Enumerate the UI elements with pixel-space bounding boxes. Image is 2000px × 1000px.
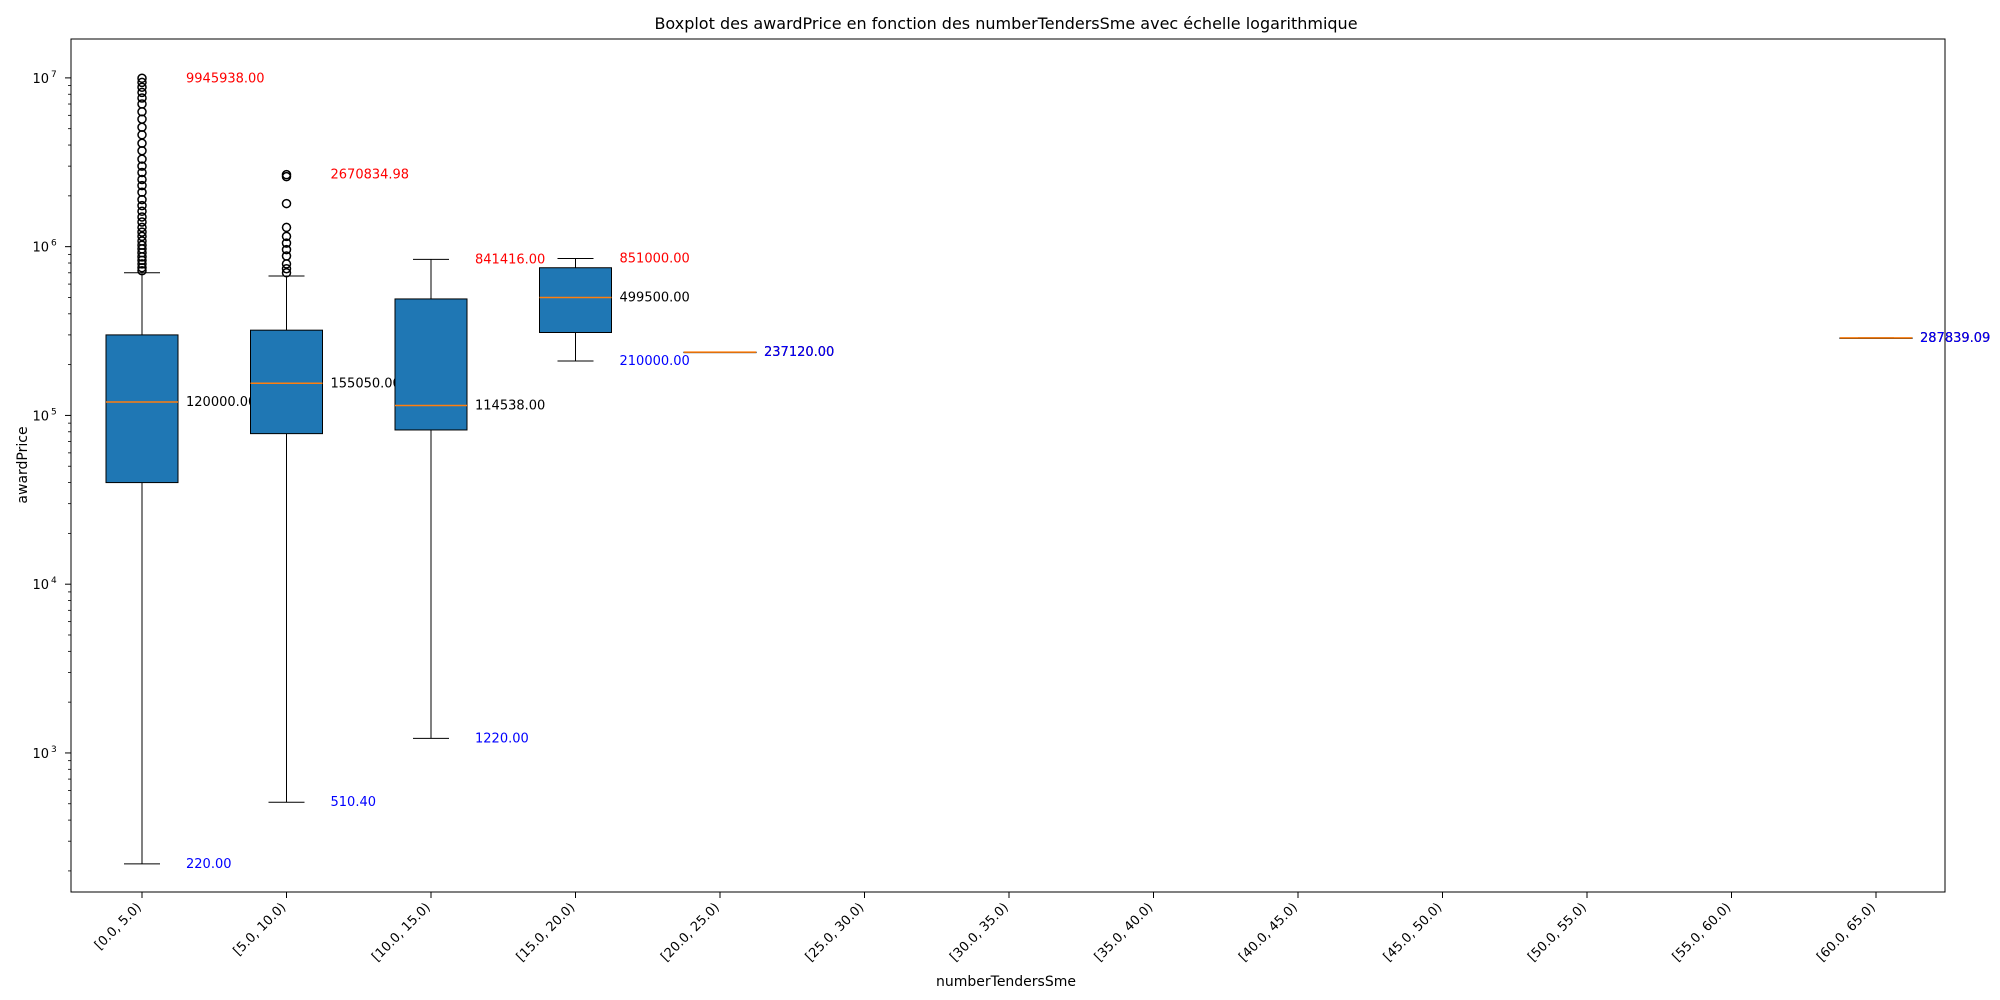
max-label: 237120.00 — [764, 345, 834, 360]
y-tick-label: 10 — [32, 578, 49, 593]
x-tick-label: [60.0, 65.0) — [1814, 900, 1879, 965]
median-label: 237120.00 — [764, 345, 834, 360]
outlier-point — [137, 130, 147, 140]
y-tick-label: 10 — [32, 72, 49, 87]
outlier-point — [137, 99, 147, 109]
y-tick-label: 10 — [32, 409, 49, 424]
outlier-point — [281, 251, 292, 261]
box-group: 9945938.00 120000.00 220.00 — [105, 71, 265, 872]
outlier-point — [137, 227, 147, 237]
outlier-point — [137, 259, 147, 269]
x-tick-label: [45.0, 50.0) — [1381, 900, 1446, 965]
outlier-point — [281, 244, 292, 255]
outlier-point — [137, 77, 147, 88]
outlier-point — [137, 231, 147, 242]
min-label: 287839.09 — [1920, 331, 1990, 346]
box — [250, 329, 323, 435]
x-tick-label: [15.0, 20.0) — [514, 900, 579, 965]
outlier-point — [137, 122, 147, 132]
y-tick-label: 10 — [32, 747, 49, 762]
outlier-point — [281, 222, 292, 233]
median-label: 120000.00 — [186, 395, 256, 410]
max-label: 841416.00 — [475, 252, 545, 267]
y-axis-label: awardPrice — [15, 426, 31, 503]
outlier-point — [137, 206, 147, 217]
median-label: 114538.00 — [475, 398, 545, 413]
y-tick-label-exponent: 6 — [51, 239, 57, 249]
x-tick-label: [0.0, 5.0) — [92, 900, 145, 953]
y-tick-label-exponent: 7 — [51, 70, 57, 80]
y-tick-label-exponent: 3 — [51, 745, 57, 755]
median-label: 287839.09 — [1920, 331, 1990, 346]
max-label: 2670834.98 — [331, 168, 410, 183]
outlier-point — [137, 174, 147, 185]
outlier-point — [137, 217, 147, 227]
x-tick-label: [10.0, 15.0) — [369, 900, 434, 965]
outlier-point — [137, 180, 147, 191]
x-tick-label: [50.0, 55.0) — [1525, 900, 1590, 965]
outlier-point — [137, 222, 147, 233]
outlier-point — [281, 231, 292, 242]
outlier-point — [281, 268, 292, 278]
x-tick-label: [5.0, 10.0) — [231, 900, 290, 959]
outlier-point — [137, 167, 147, 178]
x-tick-label: [55.0, 60.0) — [1670, 900, 1735, 965]
box-group: 841416.00 114538.00 1220.00 — [394, 252, 545, 746]
chart-title: Boxplot des awardPrice en fonction des n… — [654, 14, 1357, 33]
outlier-point — [137, 87, 147, 98]
max-label: 9945938.00 — [186, 71, 265, 86]
outlier-point — [137, 93, 147, 103]
outlier-point — [281, 169, 292, 180]
outlier-point — [281, 198, 292, 209]
plot-area: 9945938.00 120000.00 220.00 2670834.98 15505… — [105, 71, 1990, 872]
y-tick-label-exponent: 5 — [51, 407, 57, 417]
box — [539, 267, 612, 333]
box — [394, 298, 468, 431]
outlier-point — [137, 82, 147, 93]
y-tick-label: 10 — [32, 241, 49, 256]
outlier-point — [281, 238, 292, 248]
outlier-point — [137, 212, 147, 222]
outlier-point — [137, 236, 147, 246]
box-group: 851000.00 499500.00 210000.00 — [539, 251, 690, 369]
min-label: 220.00 — [186, 857, 232, 872]
median-label: 155050.00 — [331, 376, 401, 391]
x-tick-label: [30.0, 35.0) — [947, 900, 1012, 965]
min-label: 1220.00 — [475, 731, 529, 746]
outlier-point — [137, 240, 147, 250]
y-tick-label-exponent: 4 — [51, 576, 57, 586]
outlier-point — [137, 265, 147, 276]
outlier-point — [281, 263, 292, 274]
outlier-point — [137, 73, 147, 84]
outlier-point — [137, 187, 147, 198]
x-tick-label: [35.0, 40.0) — [1092, 900, 1157, 965]
min-label: 510.40 — [331, 795, 377, 810]
median-label: 499500.00 — [620, 291, 690, 306]
outlier-point — [281, 259, 292, 269]
min-label: 210000.00 — [620, 354, 690, 369]
x-tick-label: [40.0, 45.0) — [1236, 900, 1301, 965]
plot-frame — [70, 38, 1946, 893]
x-axis-label: numberTendersSme — [936, 974, 1076, 990]
outlier-point — [137, 200, 147, 211]
x-axis: [0.0, 5.0) [5.0, 10.0) [10.0, 15.0) [15.0, … — [92, 892, 1879, 965]
max-label: 287839.09 — [1920, 331, 1990, 346]
box-group: 2670834.98 155050.00 510.40 — [250, 168, 410, 810]
x-tick-label: [20.0, 25.0) — [658, 900, 723, 965]
max-label: 851000.00 — [620, 251, 690, 266]
outlier-point — [137, 161, 147, 171]
box — [105, 334, 179, 484]
x-tick-label: [25.0, 30.0) — [803, 900, 868, 965]
min-label: 237120.00 — [764, 345, 834, 360]
